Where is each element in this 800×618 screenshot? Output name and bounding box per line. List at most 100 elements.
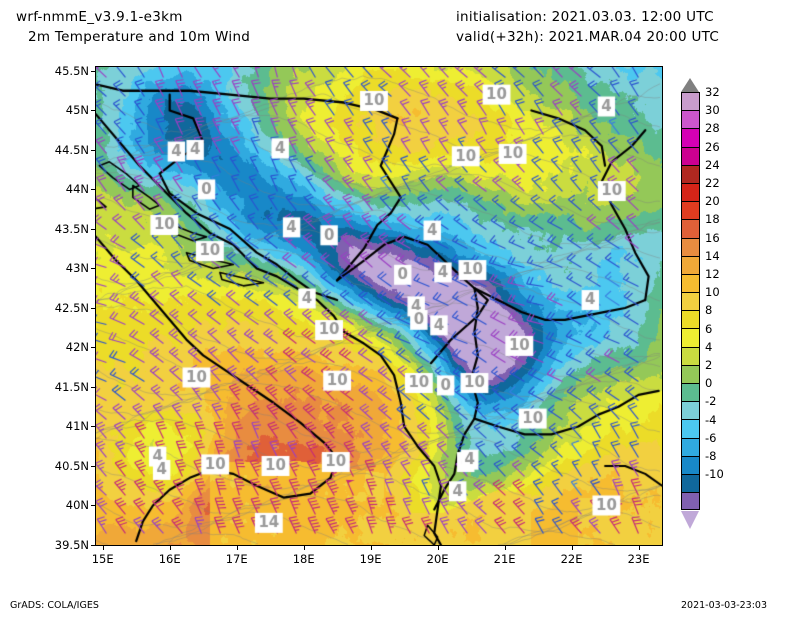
colorbar-band <box>681 473 700 493</box>
colorbar-tick-label: 10 <box>705 285 720 300</box>
lon-tick-label: 23E <box>627 552 650 566</box>
lat-tick <box>91 386 96 388</box>
lat-tick <box>91 70 96 72</box>
lat-tick <box>91 505 96 507</box>
lat-tick <box>91 149 96 151</box>
lon-tick-label: 22E <box>560 552 583 566</box>
lat-tick <box>91 110 96 112</box>
colorbar-band <box>681 146 700 165</box>
lat-tick <box>91 545 96 546</box>
colorbar-tick-label: 26 <box>705 139 720 154</box>
lat-tick <box>91 347 96 349</box>
colorbar-tick-label: 16 <box>705 230 720 245</box>
lat-tick <box>91 307 96 309</box>
colorbar-tick-label: 4 <box>705 339 713 354</box>
lon-tick-label: 18E <box>292 552 315 566</box>
lon-tick-label: 17E <box>225 552 248 566</box>
lat-tick-label: 45.5N <box>54 63 89 78</box>
lon-tick <box>169 545 171 550</box>
lat-tick-label: 43.5N <box>54 221 89 236</box>
model-title: wrf-nmmE_v3.9.1-e3km <box>16 9 183 25</box>
lat-tick-label: 43N <box>65 261 89 276</box>
colorbar-tick-label: 12 <box>705 267 720 281</box>
lat-tick-label: 42N <box>65 340 89 355</box>
footer-credit: GrADS: COLA/IGES <box>10 600 99 611</box>
lon-tick <box>303 545 305 550</box>
initialisation-time: initialisation: 2021.03.03. 12:00 UTC <box>456 9 714 25</box>
colorbar-band <box>681 201 700 220</box>
colorbar-tick-label: 22 <box>705 176 720 190</box>
colorbar-band <box>681 237 700 256</box>
lon-tick-label: 16E <box>158 552 181 566</box>
colorbar-band <box>681 164 700 183</box>
lon-tick <box>504 545 506 550</box>
colorbar: 32 30 28 26 24 22 20 18 16 14 12 10 8 6 4 2 0 -2 -4 -6 -8 -10 <box>681 78 781 529</box>
colorbar-tick-label: 32 <box>705 85 720 99</box>
colorbar-tick-label: 20 <box>705 194 720 209</box>
field-title: 2m Temperature and 10m Wind <box>28 29 251 45</box>
colorbar-bands <box>681 92 700 511</box>
colorbar-band <box>681 346 700 365</box>
colorbar-band <box>681 401 700 420</box>
colorbar-band <box>681 92 700 111</box>
colorbar-band <box>681 364 700 383</box>
lat-tick-label: 40.5N <box>54 458 89 473</box>
colorbar-band <box>681 455 700 474</box>
lat-tick <box>91 465 96 467</box>
lon-tick <box>638 545 640 550</box>
colorbar-tick-label: 24 <box>705 157 720 172</box>
lat-tick-label: 44.5N <box>54 142 89 157</box>
colorbar-tick-label: -4 <box>705 412 717 427</box>
lon-tick-label: 19E <box>359 552 382 566</box>
lat-tick-label: 42.5N <box>54 300 89 315</box>
lon-tick <box>370 545 372 550</box>
colorbar-band <box>681 419 700 438</box>
lat-tick-label: 44N <box>65 182 89 197</box>
lat-tick <box>91 268 96 270</box>
lat-tick <box>91 189 96 191</box>
lon-tick <box>571 545 573 550</box>
colorbar-band <box>681 310 700 329</box>
valid-time: valid(+32h): 2021.MAR.04 20:00 UTC <box>456 29 720 45</box>
lon-tick-label: 21E <box>493 552 516 566</box>
lat-tick-label: 45N <box>65 103 89 118</box>
colorbar-band <box>681 492 700 511</box>
lon-tick <box>236 545 238 550</box>
colorbar-tick-label: -2 <box>705 394 717 409</box>
lat-tick-label: 40N <box>65 498 89 513</box>
colorbar-tick-label: 6 <box>705 321 713 336</box>
colorbar-band <box>681 292 700 311</box>
colorbar-tick-label: -8 <box>705 449 717 463</box>
colorbar-tick-label: 30 <box>705 103 720 118</box>
colorbar-tick-label: -10 <box>705 467 724 482</box>
lat-tick <box>91 426 96 428</box>
colorbar-band <box>681 182 700 202</box>
lat-tick-label: 41N <box>65 419 89 434</box>
lon-tick <box>102 545 104 550</box>
colorbar-band <box>681 128 700 147</box>
colorbar-tick-label: 14 <box>705 248 720 263</box>
lat-tick-label: 39.5N <box>54 538 89 552</box>
colorbar-band <box>681 110 700 129</box>
colorbar-tick-label: 2 <box>705 358 713 372</box>
lat-tick-label: 41.5N <box>54 379 89 394</box>
colorbar-tick-label: 0 <box>705 376 713 391</box>
colorbar-under-arrow <box>681 510 699 529</box>
colorbar-band <box>681 437 700 456</box>
colorbar-band <box>681 383 700 402</box>
lat-tick <box>91 228 96 230</box>
footer-timestamp: 2021-03-03-23:03 <box>681 600 768 611</box>
colorbar-tick-label: -6 <box>705 430 717 445</box>
colorbar-over-arrow <box>681 78 699 92</box>
map-plot-area <box>95 66 663 546</box>
colorbar-band <box>681 328 700 347</box>
colorbar-tick-label: 28 <box>705 121 720 136</box>
temperature-wind-field <box>96 67 662 545</box>
colorbar-tick-label: 8 <box>705 303 713 318</box>
lon-tick-label: 15E <box>91 552 114 566</box>
colorbar-tick-label: 18 <box>705 212 720 227</box>
lon-tick-label: 20E <box>426 552 449 566</box>
colorbar-band <box>681 219 700 238</box>
colorbar-band <box>681 273 700 293</box>
